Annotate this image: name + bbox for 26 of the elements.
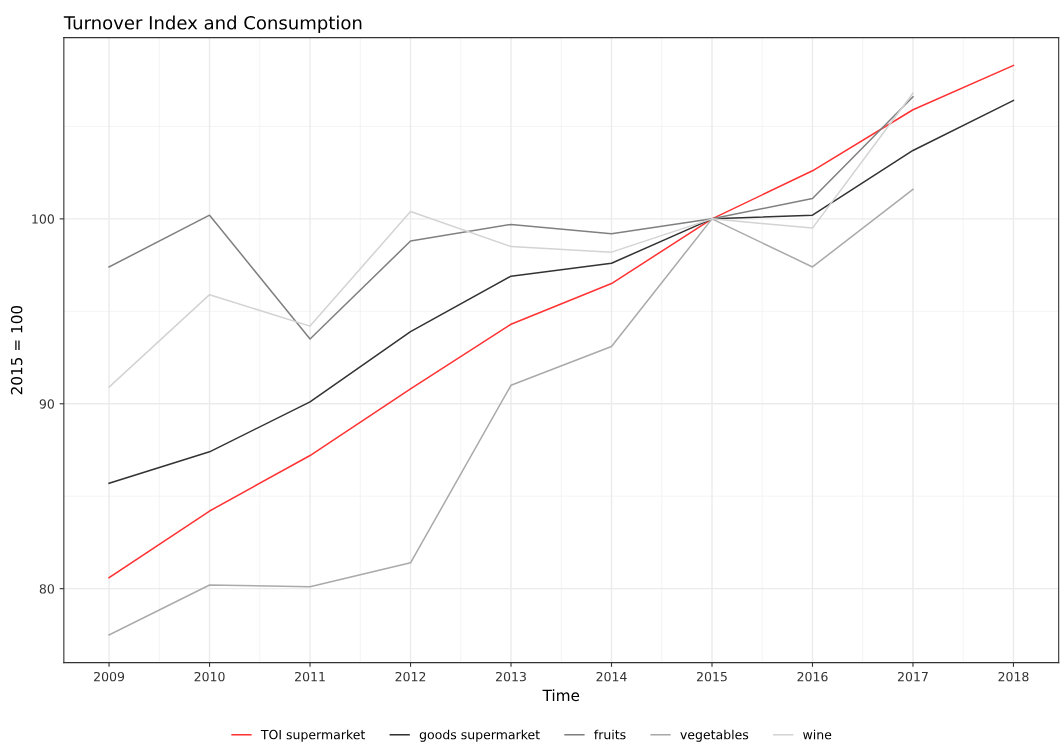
legend-label: fruits: [594, 729, 626, 740]
x-axis-title: Time: [542, 689, 580, 702]
x-tick-label: 2013: [496, 671, 526, 682]
line-series: [108, 64, 1015, 579]
x-tick-label: 2016: [797, 671, 828, 682]
y-tick-label: 100: [32, 214, 54, 224]
line-series: [108, 96, 914, 340]
x-tick-label: 2011: [295, 671, 325, 682]
line-series: [108, 188, 914, 636]
x-tick-label: 2018: [998, 671, 1029, 682]
legend-label: vegetables: [680, 729, 749, 742]
y-tick-label: 90: [39, 399, 54, 409]
chart-title: Turnover Index and Consumption: [63, 15, 362, 34]
y-axis-title: 2015 = 100: [10, 305, 23, 395]
legend-label: TOI supermarket: [260, 729, 366, 742]
x-tick-label: 2015: [697, 671, 727, 682]
legend-label: goods supermarket: [419, 729, 540, 742]
legend-label: wine: [803, 729, 832, 740]
x-tick-label: 2012: [395, 671, 426, 682]
y-tick-label: 80: [39, 584, 54, 594]
x-tick-label: 2010: [194, 671, 225, 682]
line-series: [108, 92, 914, 388]
x-tick-label: 2014: [596, 671, 627, 682]
x-tick-label: 2009: [94, 671, 125, 682]
line-series: [108, 99, 1015, 485]
x-tick-label: 2017: [897, 671, 928, 682]
